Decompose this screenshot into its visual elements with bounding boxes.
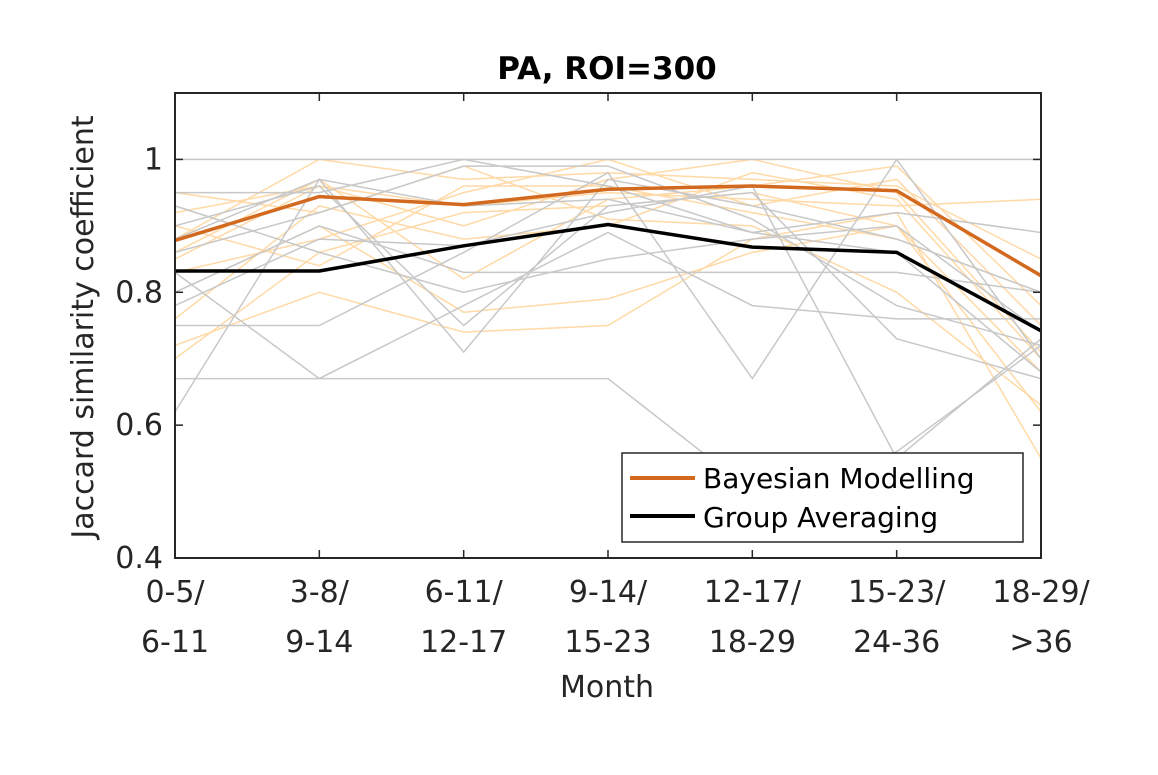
x-tick-label: 3-8/: [290, 575, 350, 610]
x-tick-label: 6-11: [141, 625, 209, 660]
legend-box: [621, 452, 1024, 543]
series-line-group-averaging: [175, 222, 1041, 333]
x-axis-ticks: 0-5/6-11 3-8/9-14 6-11/12-17 9-14/15-23 12-1…: [141, 93, 1091, 660]
x-tick-label: 12-17/: [704, 575, 802, 610]
x-tick-label: 18-29/: [992, 575, 1090, 610]
x-tick-label: >36: [1009, 625, 1072, 660]
y-axis-label: Jaccard similarity coefficient: [66, 115, 101, 541]
x-tick-label: 24-36: [853, 625, 940, 660]
background-line-21: [175, 205, 1041, 333]
x-tick-label: 12-17: [420, 625, 507, 660]
y-tick-label: 0.4: [115, 541, 163, 576]
background-line-4: [175, 211, 1041, 459]
x-tick-label: 9-14/: [569, 575, 648, 610]
y-axis-ticks: 0.4 0.6 0.8 1: [115, 142, 1041, 576]
y-tick-label: 0.6: [115, 408, 163, 443]
legend: Bayesian Modelling Group Averaging: [621, 452, 1024, 543]
background-line-13: [175, 158, 1041, 234]
background-line-18: [175, 185, 1041, 380]
x-tick-label: 18-29: [709, 625, 796, 660]
background-line-17: [175, 231, 1041, 380]
x-tick-label: 0-5/: [145, 575, 205, 610]
background-line-19: [175, 225, 1041, 294]
background-line-22: [175, 185, 1041, 460]
chart-title: PA, ROI=300: [497, 51, 716, 87]
main-series-lines: [175, 184, 1041, 333]
y-tick-label: 1: [144, 142, 163, 177]
legend-label-group-averaging: Group Averaging: [703, 501, 938, 534]
x-tick-label: 15-23: [564, 625, 651, 660]
legend-label-bayesian: Bayesian Modelling: [703, 462, 974, 495]
x-tick-label: 9-14: [285, 625, 353, 660]
x-tick-label: 6-11/: [425, 575, 504, 610]
background-line-8: [175, 158, 1041, 327]
y-tick-label: 0.8: [115, 275, 163, 310]
background-lines: [175, 158, 1041, 493]
background-line-20: [175, 165, 1041, 347]
background-line-16: [175, 158, 1041, 380]
x-tick-label: 15-23/: [848, 575, 946, 610]
series-line-bayesian-modelling: [175, 184, 1041, 278]
x-axis-label: Month: [560, 670, 654, 705]
